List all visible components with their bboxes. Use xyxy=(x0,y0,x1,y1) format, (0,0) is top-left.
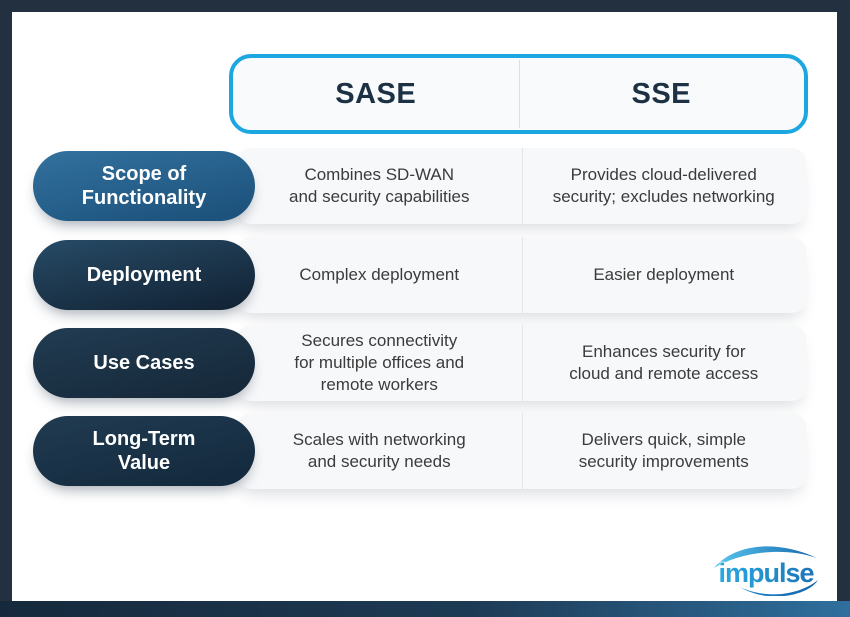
cell-sse: Provides cloud-delivered security; exclu… xyxy=(552,165,775,206)
row-background: Secures connectivity for multiple office… xyxy=(237,325,806,401)
row-column-divider xyxy=(521,237,523,313)
cell-sase: Scales with networking and security need… xyxy=(292,430,466,471)
logo-swoosh-bottom-icon xyxy=(740,580,818,596)
cell-sse: Easier deployment xyxy=(593,265,735,285)
logo-swoosh-top-icon xyxy=(714,546,817,568)
table-row-scope: Combines SD-WAN and security capabilitie… xyxy=(237,148,806,224)
row-column-divider xyxy=(521,148,523,224)
row-background: Complex deployment Easier deployment xyxy=(237,237,806,313)
row-label-pill-use-cases: Use Cases xyxy=(33,328,255,398)
header-column-divider xyxy=(518,60,520,128)
table-row-long-term-value: Scales with networking and security need… xyxy=(237,413,806,489)
row-label-pill-deployment: Deployment xyxy=(33,240,255,310)
row-label-pill-scope: Scope of Functionality xyxy=(33,151,255,221)
column-header-sase: SASE xyxy=(335,77,417,110)
cell-sse: Delivers quick, simple security improvem… xyxy=(578,430,749,471)
table-row-use-cases: Secures connectivity for multiple office… xyxy=(237,325,806,401)
cell-sse: Enhances security for cloud and remote a… xyxy=(569,342,759,383)
logo-text: impulse xyxy=(718,558,814,588)
bottom-accent-bar xyxy=(0,601,850,617)
row-background: Combines SD-WAN and security capabilitie… xyxy=(237,148,806,224)
row-column-divider xyxy=(521,413,523,489)
column-header-sse: SSE xyxy=(631,77,692,110)
row-label-pill-long-term-value: Long-Term Value xyxy=(33,416,255,486)
table-row-deployment: Complex deployment Easier deployment xyxy=(237,237,806,313)
comparison-header: SASE SSE xyxy=(229,54,808,134)
row-background: Scales with networking and security need… xyxy=(237,413,806,489)
row-column-divider xyxy=(521,325,523,401)
impulse-logo: impulse xyxy=(714,546,818,596)
cell-sase: Combines SD-WAN and security capabilitie… xyxy=(289,165,470,206)
cell-sase: Secures connectivity for multiple office… xyxy=(294,331,465,394)
cell-sase: Complex deployment xyxy=(299,265,460,285)
